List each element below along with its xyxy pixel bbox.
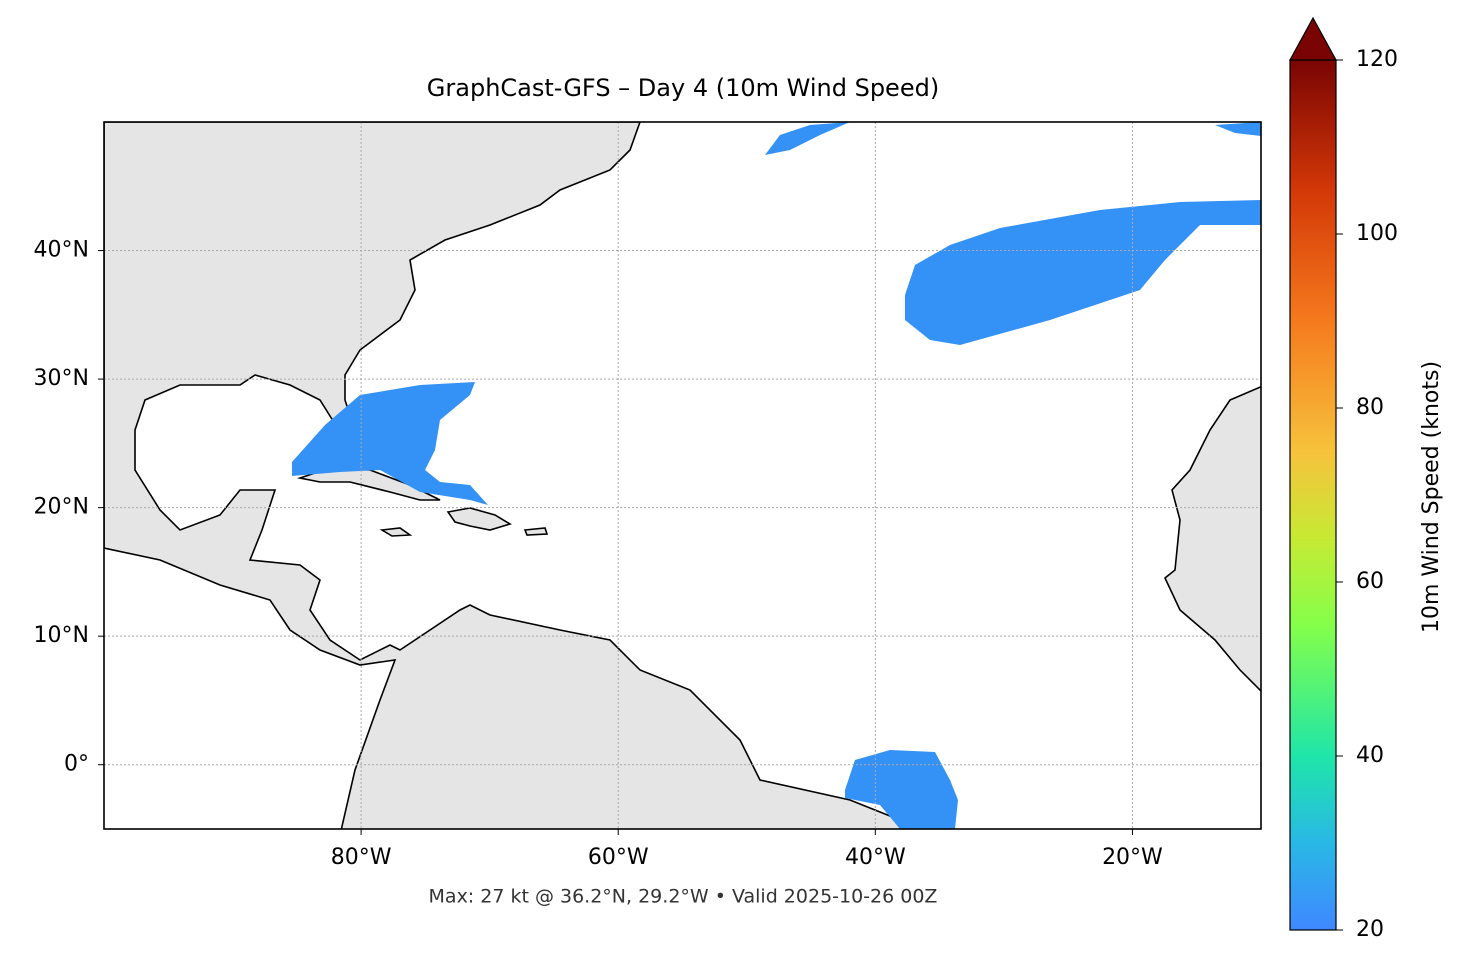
colorbar-tick-label: 40: [1356, 743, 1384, 768]
colorbar-tick-label: 100: [1356, 221, 1398, 246]
y-tick-label: 30°N: [34, 366, 89, 391]
colorbar-label: 10m Wind Speed (knots): [1419, 361, 1444, 633]
x-tick-label: 20°W: [1102, 845, 1163, 870]
x-tick-label: 40°W: [845, 845, 906, 870]
map-area: [104, 122, 1261, 829]
footer: Max: 27 kt @ 36.2°N, 29.2°W • Valid 2025…: [429, 886, 938, 908]
americas: [104, 122, 907, 829]
africa: [1164, 385, 1261, 693]
wind-region: [845, 750, 958, 829]
colorbar-tick-label: 80: [1356, 395, 1384, 420]
x-tick-label: 80°W: [331, 845, 392, 870]
y-tick-label: 0°: [64, 752, 89, 777]
y-tick-label: 20°N: [34, 495, 89, 520]
colorbar: [1289, 59, 1337, 931]
wind-region: [905, 200, 1261, 345]
grid: [104, 122, 1261, 829]
wind-region: [1215, 122, 1261, 136]
colorbar-tick-label: 60: [1356, 569, 1384, 594]
colorbar-extend: [1288, 16, 1338, 61]
x-tick-label: 60°W: [588, 845, 649, 870]
map-frame: [103, 121, 1262, 830]
hispaniola: [446, 507, 512, 531]
wind-region: [765, 122, 850, 155]
colorbar-tick-label: 120: [1356, 47, 1398, 72]
y-tick-label: 10°N: [34, 623, 89, 648]
colorbar-tick-label: 20: [1356, 917, 1384, 942]
jamaica: [379, 527, 413, 537]
title: GraphCast-GFS – Day 4 (10m Wind Speed): [427, 74, 939, 102]
wind-region: [292, 382, 488, 505]
y-tick-label: 40°N: [34, 238, 89, 263]
puerto-rico: [523, 527, 549, 536]
